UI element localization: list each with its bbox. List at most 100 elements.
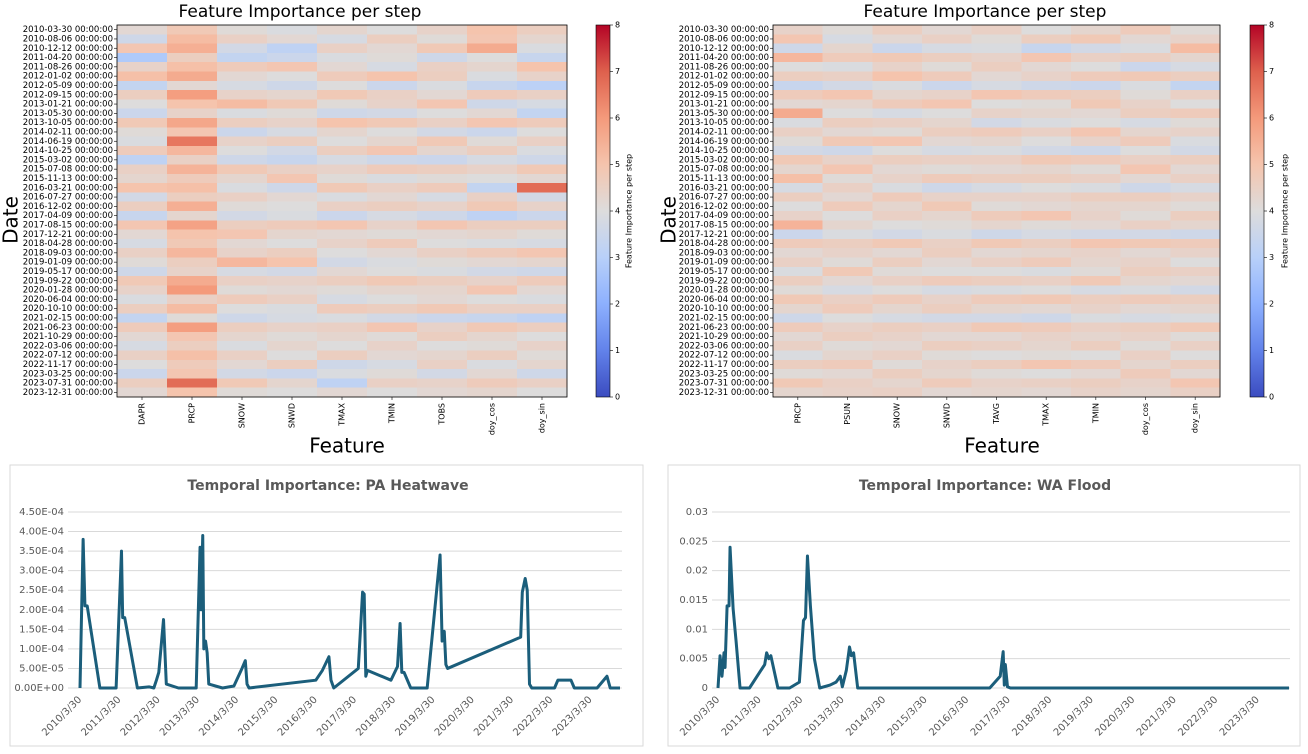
heatmap-cell [1071,183,1122,193]
heatmap-cell [872,369,923,379]
heatmap-cell [117,266,168,277]
y-tick-label: 3.00E-04 [19,566,64,577]
heatmap-cell [971,52,1022,63]
heatmap-cell [1120,173,1171,184]
heatmap-cell [1170,71,1221,82]
heatmap-cell [317,155,368,165]
x-tick-label: doy_sin [538,403,547,433]
heatmap-cell [872,127,923,138]
colorbar [595,24,611,398]
heatmap-cell [217,294,268,305]
heatmap-cell [971,164,1022,175]
heatmap-cell [517,369,568,379]
colorbar-tick-label: 5 [1269,160,1274,169]
heatmap-cell [217,359,268,370]
x-axis-label: Feature [309,434,385,458]
heatmap-cell [517,136,568,147]
heatmap-cell [922,229,973,240]
heatmap-cell [822,108,873,119]
heatmap-cell [872,313,923,324]
heatmap-cell [773,387,824,398]
heatmap-cell [317,313,368,324]
heatmap-cell [217,220,268,231]
heatmap-cell [1021,313,1072,324]
heatmap-cell [773,71,824,82]
heatmap-cell [417,99,468,110]
heatmap-cell [1071,285,1122,296]
heatmap-cell [467,127,518,138]
heatmap-cell [1071,136,1122,147]
y-tick-label: 1.00E-04 [19,644,64,655]
heatmap-cell [971,80,1022,91]
y-tick-label: 2020-06-04 00:00:00 [679,295,769,305]
heatmap-cell [971,294,1022,305]
heatmap-cell [1071,34,1122,45]
heatmap-cell [417,211,468,221]
heatmap-cell [971,378,1022,389]
heatmap-cell [367,257,418,268]
heatmap-cell [317,52,368,63]
y-tick-label: 2010-03-30 00:00:00 [23,25,113,35]
heatmap-cell [971,62,1022,72]
heatmap-cell [1071,257,1122,268]
y-tick-label: 0.00E+00 [14,683,64,694]
heatmap-cell [117,285,168,296]
heatmap-cell [117,62,168,72]
heatmap-cell [1120,378,1171,389]
heatmap-cell [367,118,418,128]
heatmap-cell [267,99,318,110]
heatmap-cell [267,378,318,389]
heatmap-cell [971,155,1022,165]
heatmap-cell [417,145,468,156]
y-tick-label: 2019-05-17 00:00:00 [23,267,113,277]
heatmap-cell [167,350,218,361]
heatmap-cell [872,229,923,240]
heatmap-cell [1120,220,1171,231]
chart-title: Feature Importance per step [179,2,422,22]
heatmap-cell [773,34,824,45]
x-tick-label: doy_cos [1141,403,1150,435]
heatmap-cell [1120,62,1171,72]
heatmap-cell [267,43,318,54]
heatmap-cell [417,294,468,305]
heatmap-cell [267,71,318,82]
heatmap-cell [1170,276,1221,286]
heatmap-cell [117,331,168,342]
heatmap-cell [467,164,518,175]
heatmap-cell [1021,25,1072,35]
heatmap-cell [517,220,568,231]
heatmap-cell [167,248,218,258]
chart-title: Feature Importance per step [864,2,1107,22]
heatmap-cell [822,369,873,379]
heatmap-cell [267,304,318,314]
heatmap-cell [417,387,468,398]
heatmap-cell [417,378,468,389]
heatmap-cell [317,350,368,361]
y-tick-label: 4.50E-04 [19,507,64,518]
heatmap-cell [167,201,218,212]
heatmap-cell [517,276,568,286]
y-tick-label: 2016-03-21 00:00:00 [23,183,113,193]
heatmap-cell [267,294,318,305]
heatmap-cell [367,341,418,351]
heatmap-cell [267,192,318,203]
heatmap-cell [872,341,923,351]
heatmap-cell [217,164,268,175]
heatmap-cell [117,211,168,221]
heatmap-cell [217,145,268,156]
heatmap-cell [872,52,923,63]
heatmap-cell [267,359,318,370]
heatmap-cell [822,266,873,277]
colorbar-tick-label: 7 [1269,67,1274,76]
y-tick-label: 2022-07-12 00:00:00 [23,351,113,361]
heatmap-cell [367,145,418,156]
heatmap-cell [417,229,468,240]
y-tick-label: 2013-01-21 00:00:00 [23,100,113,110]
heatmap-cell [467,285,518,296]
y-tick-label: 2023-07-31 00:00:00 [23,379,113,389]
heatmap-cell [267,183,318,193]
heatmap-cell [317,378,368,389]
colorbar-tick-label: 4 [615,207,620,216]
heatmap-cell [1170,90,1221,100]
y-tick-label: 0.025 [679,536,708,547]
